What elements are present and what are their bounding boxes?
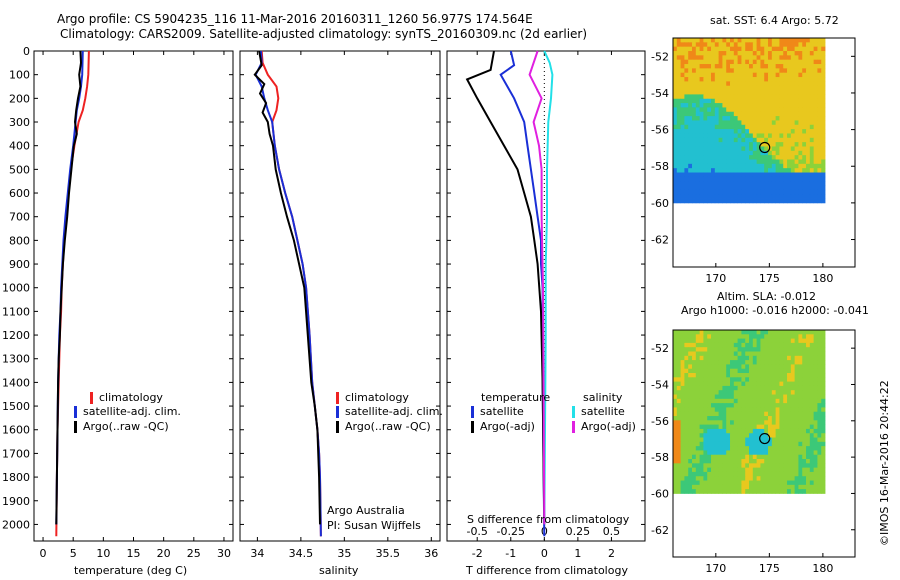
y-tick-label: 400 [9,140,30,153]
salinity-annotation-1: Argo Australia [327,504,405,517]
sst-map-title: sat. SST: 6.4 Argo: 5.72 [710,14,839,27]
x-tick-label: 25 [187,547,201,560]
legend-title-salinity: salinity [583,391,623,404]
y-tick-label: 900 [9,258,30,271]
legend-label: satellite [480,405,524,418]
y-tick-label: 1500 [2,400,30,413]
y-tick-label: 1700 [2,447,30,460]
sla-map-title: Altim. SLA: -0.012 [717,290,817,303]
legend-item-satellite: satellite-adj. clim. [74,405,181,419]
legend-item-s-satellite: satellite [572,405,625,419]
legend-label: satellite-adj. clim. [83,405,181,418]
y-tick-label: 600 [9,187,30,200]
y-tick-label: 800 [9,234,30,247]
y-tick-label: 1800 [2,471,30,484]
legend-swatch [471,421,474,433]
legend-swatch [572,421,575,433]
legend-item-s-argo: Argo(-adj) [572,420,636,434]
legend-item-climatology: climatology [90,391,163,405]
legend-item-t-satellite: satellite [471,405,524,419]
salinity-annotation-2: PI: Susan Wijffels [327,519,421,532]
x-tick-label: 10 [96,547,110,560]
difference-xlabel-top: S difference from climatology [467,513,630,526]
y-tick-label: 1000 [2,282,30,295]
x-tick-label: 0 [40,547,47,560]
y-tick-label: 300 [9,116,30,129]
difference-xlabel: T difference from climatology [466,564,628,577]
legend-item-t-argo: Argo(-adj) [471,420,535,434]
legend-swatch [471,406,474,418]
legend-swatch [572,406,575,418]
temperature-xlabel: temperature (deg C) [74,564,188,577]
legend-label: Argo(-adj) [480,420,535,433]
y-tick-label: 1300 [2,353,30,366]
legend-swatch [336,421,339,433]
profile-title: Argo profile: CS 5904235_116 11-Mar-2016… [57,12,533,26]
legend-item-argo: Argo(..raw -QC) [74,420,169,434]
legend-label: climatology [99,391,163,404]
legend-label: climatology [345,391,409,404]
y-tick-label: 1200 [2,329,30,342]
legend-item-satellite: satellite-adj. clim. [336,405,443,419]
x-tick-label: 20 [157,547,171,560]
legend-title-temperature: temperature [481,391,551,404]
y-tick-label: 1100 [2,305,30,318]
legend-label: Argo(..raw -QC) [83,420,169,433]
y-tick-label: 2000 [2,518,30,531]
y-tick-label: 500 [9,163,30,176]
legend-label: satellite [581,405,625,418]
x-tick-label: 30 [217,547,231,560]
legend-swatch [90,392,93,404]
sla-map-subtitle: Argo h1000: -0.016 h2000: -0.041 [681,304,869,317]
y-tick-label: 100 [9,69,30,82]
salinity-xlabel: salinity [319,564,359,577]
series-line-argo [55,50,83,525]
y-tick-label: 1900 [2,495,30,508]
y-tick-label: 1400 [2,376,30,389]
y-tick-label: 700 [9,211,30,224]
legend-swatch [74,406,77,418]
legend-label: Argo(-adj) [581,420,636,433]
legend-swatch [336,392,339,404]
legend-swatch [336,406,339,418]
x-tick-label: 5 [70,547,77,560]
imos-timestamp: ©IMOS 16-Mar-2016 20:44:22 [878,380,891,546]
plot-frame [33,50,234,542]
climatology-title: Climatology: CARS2009. Satellite-adjuste… [60,27,588,41]
legend-swatch [74,421,77,433]
x-tick-label: 15 [127,547,141,560]
legend-item-climatology: climatology [336,391,409,405]
y-tick-label: 0 [23,45,30,58]
legend-label: Argo(..raw -QC) [345,420,431,433]
y-tick-label: 200 [9,92,30,105]
legend-item-argo: Argo(..raw -QC) [336,420,431,434]
y-tick-label: 1600 [2,424,30,437]
legend-label: satellite-adj. clim. [345,405,443,418]
